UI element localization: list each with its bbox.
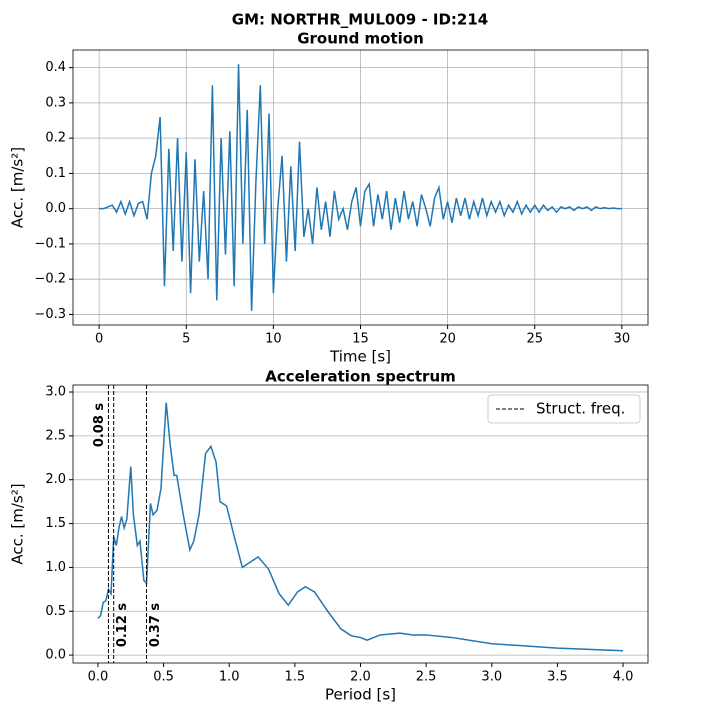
y-tick-label: 0.5	[45, 604, 66, 619]
legend-label: Struct. freq.	[536, 400, 625, 418]
plot-frame	[72, 384, 649, 664]
y-tick-label: 2.5	[45, 428, 66, 443]
y-tick-label: −0.3	[34, 307, 66, 322]
x-tick-label: 0	[95, 332, 103, 347]
struct-label: 0.08 s	[92, 403, 107, 448]
y-axis-label: Acc. [m/s²]	[9, 483, 27, 564]
x-tick-label: 5	[182, 332, 190, 347]
y-tick-label: 0.1	[45, 166, 66, 181]
x-tick-label: 0.0	[88, 670, 109, 685]
x-tick-label: 10	[265, 332, 282, 347]
y-axis-label: Acc. [m/s²]	[9, 147, 27, 228]
y-tick-label: −0.1	[34, 236, 66, 251]
struct-label: 0.37 s	[148, 603, 163, 648]
chart-title: Ground motion	[297, 30, 424, 48]
x-axis-label: Time [s]	[329, 348, 391, 366]
x-tick-label: 2.5	[416, 670, 437, 685]
x-tick-label: 25	[526, 332, 543, 347]
y-tick-label: 0.3	[45, 95, 66, 110]
x-tick-label: 20	[439, 332, 456, 347]
x-tick-label: 2.0	[350, 670, 371, 685]
y-tick-label: 0.0	[45, 201, 66, 216]
x-tick-label: 30	[614, 332, 631, 347]
x-axis-label: Period [s]	[325, 686, 396, 704]
y-tick-label: 2.0	[45, 472, 66, 487]
x-tick-label: 4.0	[613, 670, 634, 685]
y-tick-label: 0.4	[45, 60, 66, 75]
data-line	[99, 64, 622, 311]
x-tick-label: 3.0	[481, 670, 502, 685]
y-tick-label: 1.5	[45, 516, 66, 531]
data-line	[97, 402, 624, 652]
plot-frame	[72, 49, 649, 326]
y-tick-label: 1.0	[45, 560, 66, 575]
x-tick-label: 1.5	[285, 670, 306, 685]
x-tick-label: 1.0	[219, 670, 240, 685]
figure-title: GM: NORTHR_MUL009 - ID:214	[232, 11, 488, 29]
struct-label: 0.12 s	[115, 603, 130, 648]
x-tick-label: 15	[352, 332, 369, 347]
y-tick-label: 0.2	[45, 131, 66, 146]
legend-box	[487, 394, 641, 424]
chart-title: Acceleration spectrum	[265, 368, 456, 386]
x-tick-label: 3.5	[547, 670, 568, 685]
y-tick-label: 3.0	[45, 385, 66, 400]
y-tick-label: 0.0	[45, 648, 66, 663]
x-tick-label: 0.5	[153, 670, 174, 685]
y-tick-label: −0.2	[34, 272, 66, 287]
